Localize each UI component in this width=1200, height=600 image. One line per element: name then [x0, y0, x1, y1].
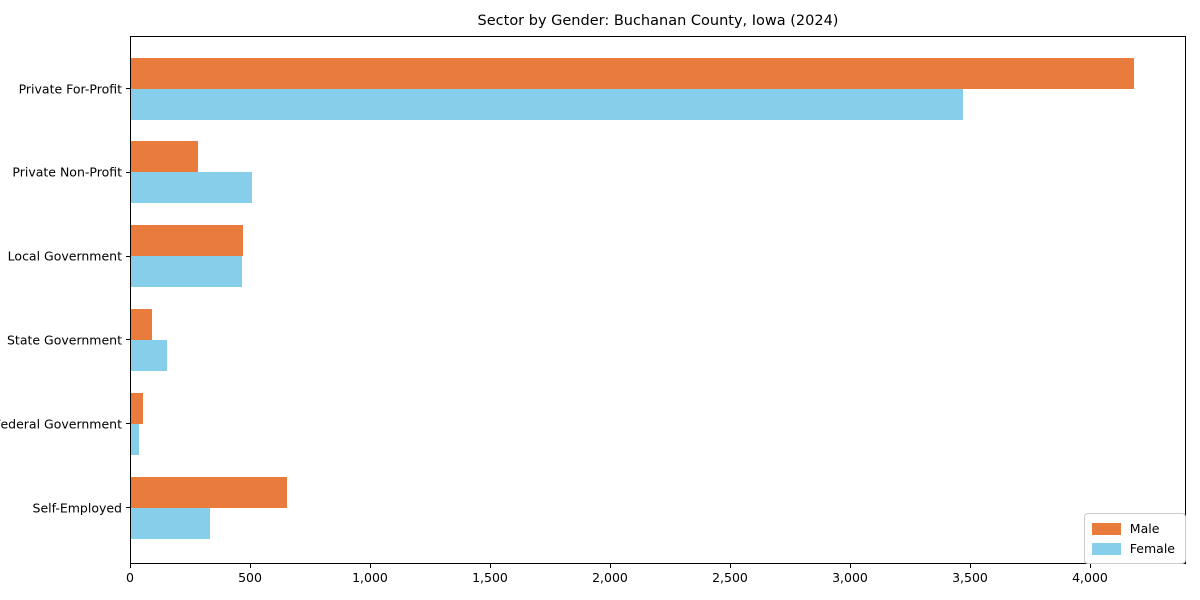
legend-label: Female: [1129, 541, 1175, 556]
x-tick-label: 4,000: [1072, 570, 1108, 585]
bar-male-5: [131, 476, 287, 508]
bar-male-1: [131, 141, 198, 173]
bar-female-3: [131, 339, 167, 371]
bar-male-0: [131, 57, 1135, 89]
bar-male-4: [131, 392, 143, 424]
y-tick-mark: [126, 255, 130, 257]
y-tick-label: Federal Government: [0, 416, 122, 432]
x-tick-mark: [1090, 564, 1091, 568]
x-tick-label: 3,000: [832, 570, 868, 585]
x-tick-label: 3,500: [952, 570, 988, 585]
x-tick-label: 1,500: [472, 570, 508, 585]
x-tick-label: 1,000: [352, 570, 388, 585]
plot-area: [130, 36, 1186, 564]
chart-title: Sector by Gender: Buchanan County, Iowa …: [477, 13, 839, 29]
bar-female-0: [131, 88, 963, 120]
y-tick-mark: [126, 507, 130, 508]
x-tick-label: 500: [238, 570, 262, 585]
x-tick-mark: [730, 564, 731, 568]
bar-male-3: [131, 308, 152, 340]
legend-item-female: Female: [1091, 541, 1175, 556]
x-tick-mark: [610, 564, 611, 568]
x-tick-mark: [130, 564, 131, 568]
legend-swatch-male: [1091, 522, 1121, 535]
bar-female-2: [131, 256, 242, 288]
x-tick-mark: [250, 564, 251, 568]
legend-label: Male: [1129, 521, 1160, 536]
bar-female-5: [131, 507, 211, 539]
y-tick-label: Private For-Profit: [18, 81, 122, 96]
x-tick-mark: [850, 564, 851, 568]
y-tick-label: State Government: [6, 332, 122, 348]
x-tick-mark: [490, 564, 491, 568]
y-tick-label: Private Non-Profit: [12, 164, 122, 180]
y-tick-label: Local Government: [7, 248, 122, 264]
x-tick-label: 2,000: [592, 570, 628, 585]
x-tick-label: 2,500: [712, 570, 748, 585]
x-tick-mark: [370, 564, 371, 568]
legend-swatch-female: [1091, 542, 1121, 555]
legend: Male Female: [1083, 513, 1186, 564]
bar-female-4: [131, 423, 139, 455]
y-tick-mark: [126, 423, 130, 425]
x-tick-mark: [970, 564, 971, 568]
y-tick-mark: [126, 171, 130, 173]
legend-item-male: Male: [1091, 521, 1175, 536]
y-tick-mark: [126, 88, 130, 89]
bar-female-1: [131, 172, 253, 204]
y-tick-label: Self-Employed: [32, 500, 122, 515]
y-tick-mark: [126, 339, 130, 341]
bar-male-2: [131, 225, 243, 257]
x-tick-label: 0: [126, 570, 134, 585]
